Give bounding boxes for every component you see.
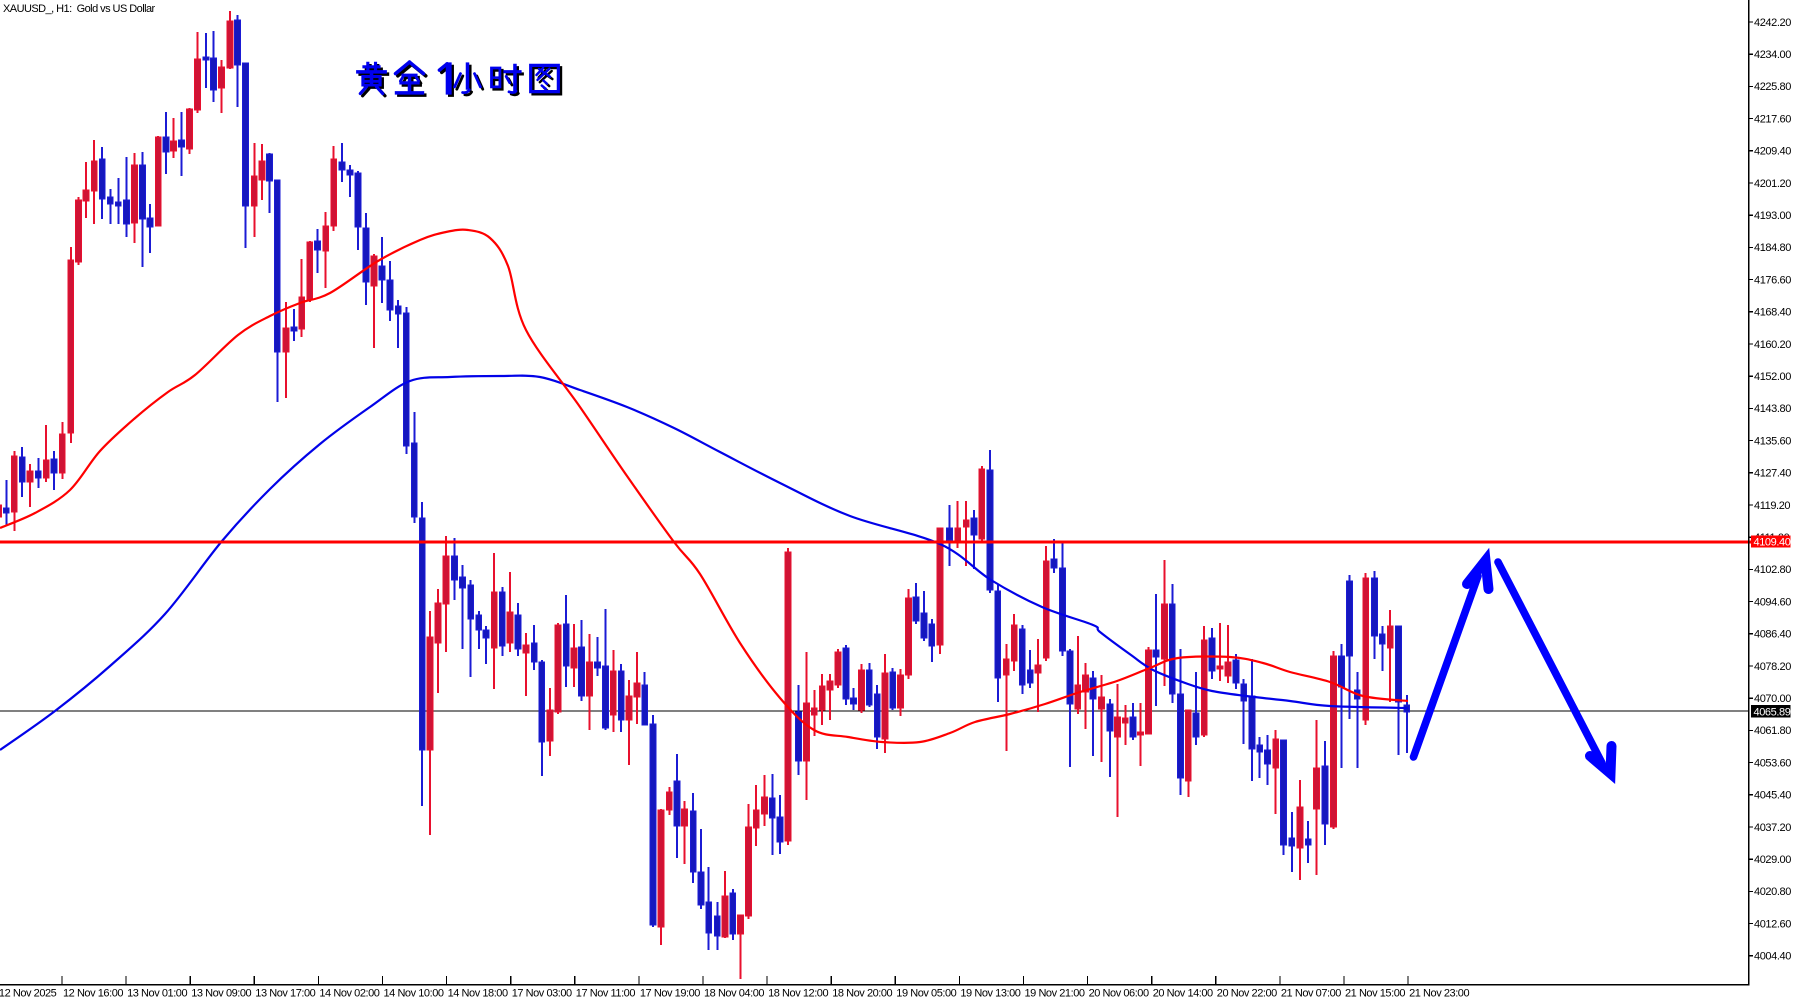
svg-text:14 Nov 10:00: 14 Nov 10:00 xyxy=(384,988,444,999)
svg-text:4029.00: 4029.00 xyxy=(1754,854,1791,866)
svg-text:4152.00: 4152.00 xyxy=(1754,371,1791,383)
svg-text:4201.20: 4201.20 xyxy=(1754,178,1791,190)
svg-text:4012.60: 4012.60 xyxy=(1754,918,1791,930)
svg-text:4020.80: 4020.80 xyxy=(1754,886,1791,898)
svg-text:18 Nov 20:00: 18 Nov 20:00 xyxy=(832,988,892,999)
svg-text:20 Nov 22:00: 20 Nov 22:00 xyxy=(1217,988,1277,999)
svg-text:14 Nov 18:00: 14 Nov 18:00 xyxy=(448,988,508,999)
svg-text:4086.40: 4086.40 xyxy=(1754,629,1791,641)
svg-text:4176.60: 4176.60 xyxy=(1754,274,1791,286)
svg-text:20 Nov 14:00: 20 Nov 14:00 xyxy=(1153,988,1213,999)
svg-text:4094.60: 4094.60 xyxy=(1754,596,1791,608)
svg-text:4119.20: 4119.20 xyxy=(1754,500,1790,512)
svg-text:4143.80: 4143.80 xyxy=(1754,403,1791,415)
svg-text:12 Nov 2025: 12 Nov 2025 xyxy=(0,988,57,999)
svg-text:18 Nov 04:00: 18 Nov 04:00 xyxy=(704,988,764,999)
svg-text:14 Nov 02:00: 14 Nov 02:00 xyxy=(319,988,379,999)
svg-text:19 Nov 21:00: 19 Nov 21:00 xyxy=(1025,988,1085,999)
svg-text:13 Nov 01:00: 13 Nov 01:00 xyxy=(127,988,187,999)
svg-text:4242.20: 4242.20 xyxy=(1754,17,1791,29)
svg-text:4065.89: 4065.89 xyxy=(1754,706,1791,718)
svg-text:18 Nov 12:00: 18 Nov 12:00 xyxy=(768,988,828,999)
svg-text:4102.80: 4102.80 xyxy=(1754,564,1791,576)
svg-text:4004.40: 4004.40 xyxy=(1754,951,1791,963)
svg-text:21 Nov 23:00: 21 Nov 23:00 xyxy=(1409,988,1469,999)
svg-text:13 Nov 17:00: 13 Nov 17:00 xyxy=(255,988,315,999)
svg-text:4127.40: 4127.40 xyxy=(1754,468,1791,480)
svg-text:19 Nov 13:00: 19 Nov 13:00 xyxy=(960,988,1020,999)
svg-text:4037.20: 4037.20 xyxy=(1754,822,1791,834)
svg-text:4135.60: 4135.60 xyxy=(1754,435,1791,447)
svg-text:4168.40: 4168.40 xyxy=(1754,307,1791,319)
svg-text:4234.00: 4234.00 xyxy=(1754,49,1791,61)
svg-text:XAUUSD_, H1: Gold vs US Dolla: XAUUSD_, H1: Gold vs US Dollar xyxy=(3,3,156,15)
svg-text:4225.80: 4225.80 xyxy=(1754,81,1791,93)
svg-text:13 Nov 09:00: 13 Nov 09:00 xyxy=(191,988,251,999)
svg-text:4109.40: 4109.40 xyxy=(1754,537,1791,549)
svg-text:21 Nov 07:00: 21 Nov 07:00 xyxy=(1281,988,1341,999)
svg-text:4045.40: 4045.40 xyxy=(1754,790,1791,802)
svg-text:21 Nov 15:00: 21 Nov 15:00 xyxy=(1345,988,1405,999)
svg-text:4209.40: 4209.40 xyxy=(1754,146,1791,158)
svg-text:17 Nov 11:00: 17 Nov 11:00 xyxy=(576,988,636,999)
svg-text:20 Nov 06:00: 20 Nov 06:00 xyxy=(1089,988,1149,999)
svg-text:17 Nov 03:00: 17 Nov 03:00 xyxy=(512,988,572,999)
svg-text:4078.20: 4078.20 xyxy=(1754,661,1791,673)
svg-text:4061.80: 4061.80 xyxy=(1754,725,1791,737)
svg-text:4053.60: 4053.60 xyxy=(1754,757,1791,769)
svg-text:4217.60: 4217.60 xyxy=(1754,113,1791,125)
svg-text:4193.00: 4193.00 xyxy=(1754,210,1791,222)
svg-text:4070.00: 4070.00 xyxy=(1754,693,1791,705)
svg-text:12 Nov 16:00: 12 Nov 16:00 xyxy=(63,988,123,999)
svg-text:17 Nov 19:00: 17 Nov 19:00 xyxy=(640,988,700,999)
svg-text:4160.20: 4160.20 xyxy=(1754,339,1791,351)
svg-text:19 Nov 05:00: 19 Nov 05:00 xyxy=(896,988,956,999)
svg-text:4184.80: 4184.80 xyxy=(1754,242,1791,254)
